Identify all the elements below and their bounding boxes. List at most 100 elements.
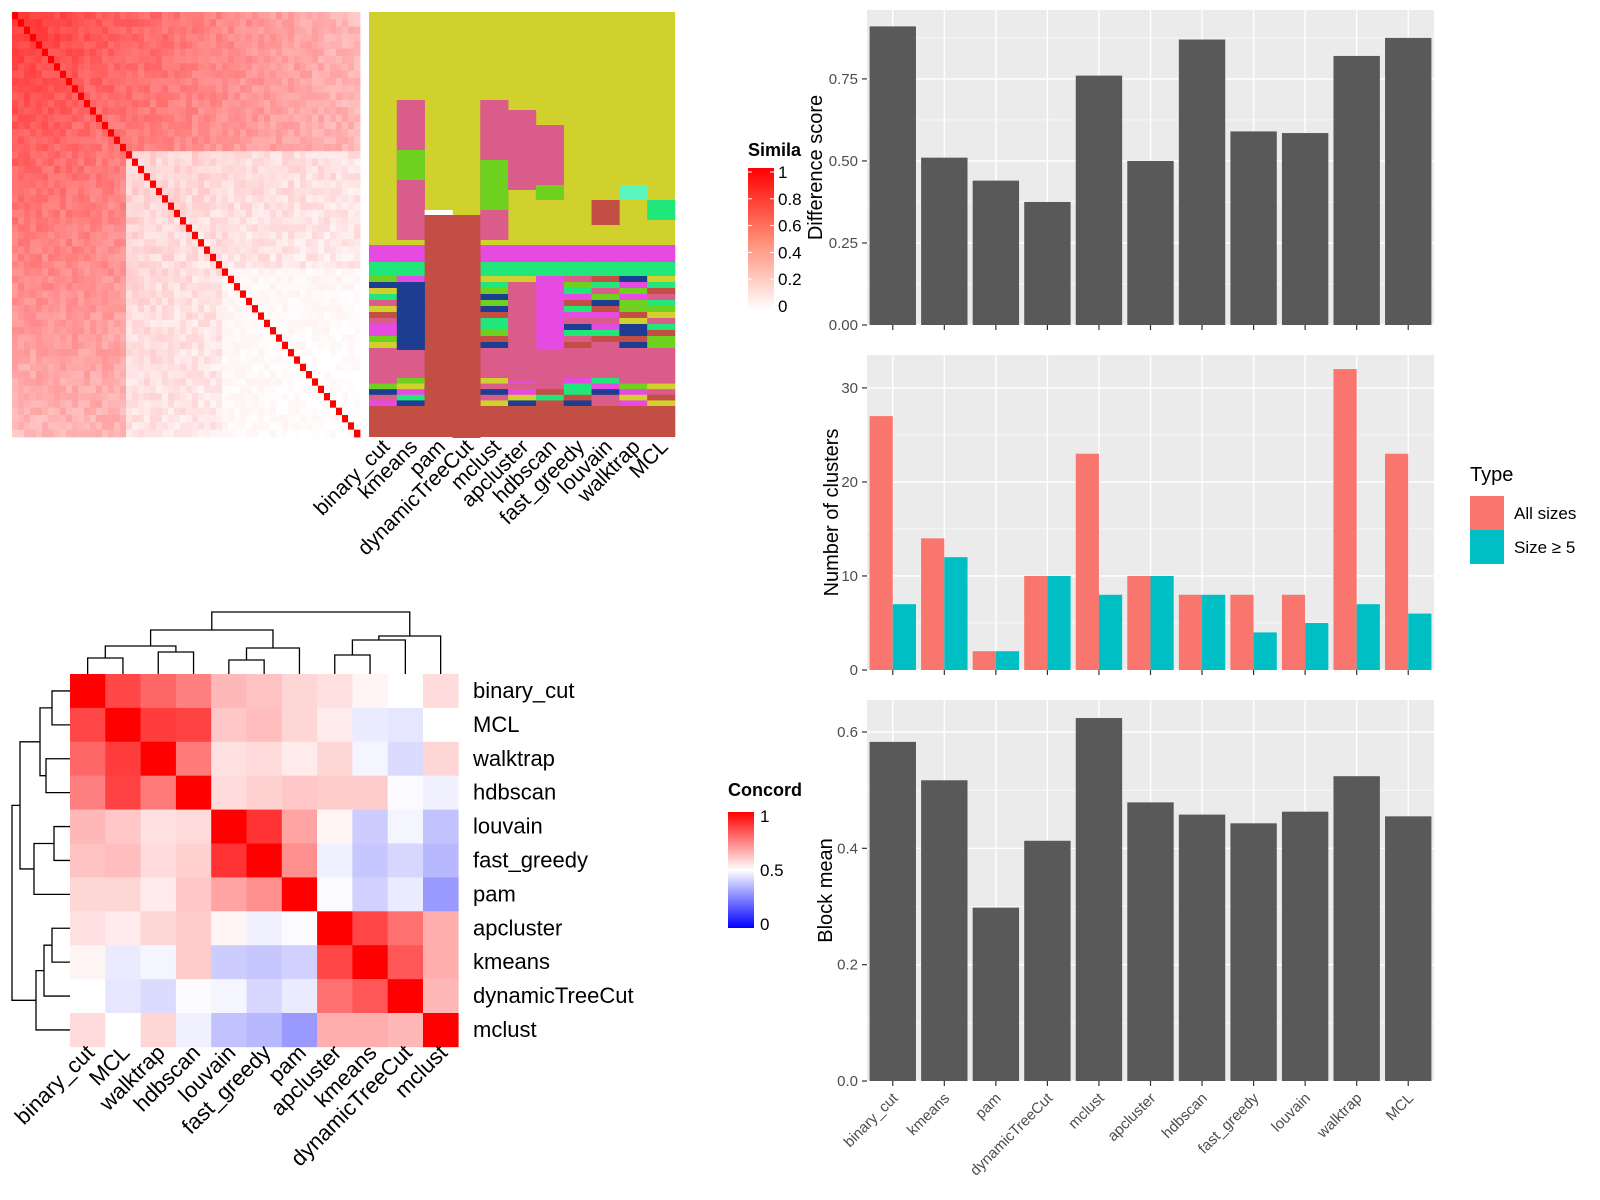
- bar-size-ge5: [1098, 594, 1123, 670]
- similarity-cell: [264, 261, 271, 269]
- similarity-cell: [162, 165, 169, 174]
- similarity-cell: [276, 85, 283, 94]
- dendrogram-branch: [149, 629, 274, 648]
- x-tick-label: apcluster: [1104, 1090, 1159, 1145]
- class-cell: [647, 348, 676, 378]
- similarity-cell: [84, 268, 91, 277]
- similarity-cell: [120, 363, 127, 372]
- class-cell: [619, 324, 648, 331]
- similarity-cell: [18, 305, 25, 313]
- similarity-cell: [78, 48, 85, 57]
- similarity-cell: [324, 55, 331, 64]
- similarity-cell: [210, 187, 217, 196]
- similarity-cell: [282, 312, 289, 321]
- similarity-cell: [54, 393, 61, 401]
- class-cell: [619, 276, 648, 283]
- class-cell: [591, 200, 620, 225]
- class-cell: [563, 276, 592, 283]
- similarity-cell: [246, 217, 253, 225]
- similarity-cell: [66, 334, 73, 343]
- similarity-cell: [48, 107, 55, 115]
- similarity-cell: [150, 224, 157, 233]
- similarity-cell: [234, 393, 241, 401]
- similarity-cell: [252, 70, 259, 79]
- similarity-cell: [42, 334, 49, 343]
- similarity-cell: [114, 209, 121, 218]
- similarity-cell: [228, 224, 235, 233]
- similarity-cell: [30, 275, 37, 284]
- similarity-cell: [216, 121, 223, 130]
- similarity-cell: [318, 99, 325, 108]
- similarity-cell: [60, 136, 67, 145]
- similarity-cell: [156, 275, 163, 284]
- similarity-cell: [222, 356, 229, 365]
- similarity-cell: [162, 275, 169, 284]
- similarity-cell: [222, 393, 229, 401]
- similarity-cell: [42, 19, 49, 28]
- similarity-cell: [312, 407, 319, 416]
- similarity-cell: [36, 415, 43, 423]
- similarity-cell: [18, 371, 25, 379]
- similarity-cell: [174, 143, 181, 152]
- similarity-cell: [96, 19, 103, 28]
- similarity-cell: [120, 129, 127, 137]
- similarity-cell: [18, 55, 25, 64]
- similarity-cell: [270, 239, 277, 247]
- similarity-cell: [60, 275, 67, 284]
- similarity-cell: [54, 378, 61, 387]
- similarity-cell: [54, 129, 61, 137]
- similarity-cell: [18, 378, 25, 387]
- similarity-cell: [84, 371, 91, 379]
- bar-size-ge5: [1047, 575, 1071, 670]
- similarity-cell: [174, 41, 181, 50]
- similarity-cell: [198, 371, 205, 379]
- similarity-cell: [270, 48, 277, 57]
- similarity-cell: [324, 209, 331, 218]
- similarity-cell: [276, 48, 283, 57]
- similarity-cell: [240, 107, 247, 115]
- concordance-cell: [70, 911, 106, 946]
- similarity-cell: [252, 114, 259, 123]
- similarity-cell: [312, 393, 319, 401]
- similarity-cell: [204, 55, 211, 64]
- similarity-cell: [324, 217, 331, 225]
- similarity-cell: [270, 268, 277, 277]
- similarity-cell: [264, 378, 271, 387]
- class-cell: [563, 378, 592, 384]
- class-cell: [480, 324, 509, 331]
- class-cell: [619, 330, 648, 337]
- similarity-cell: [60, 12, 67, 20]
- similarity-cell: [168, 173, 175, 181]
- similarity-cell: [204, 415, 211, 423]
- concordance-col-label: binary_cut: [10, 1040, 99, 1129]
- similarity-cell: [210, 349, 217, 357]
- similarity-cell: [48, 385, 55, 394]
- similarity-cell: [336, 253, 343, 262]
- class-cell: [508, 282, 537, 382]
- similarity-cell: [12, 12, 19, 20]
- similarity-cell: [300, 173, 307, 181]
- similarity-cell: [276, 268, 283, 277]
- class-cell: [563, 288, 592, 295]
- class-cell: [619, 389, 648, 396]
- similarity-cell: [156, 407, 163, 416]
- class-cell: [647, 389, 676, 396]
- similarity-cell: [78, 283, 85, 291]
- similarity-cell: [60, 290, 67, 299]
- y-axis-label: Number of clusters: [821, 429, 843, 597]
- similarity-cell: [90, 19, 97, 28]
- similarity-cell: [258, 297, 265, 306]
- similarity-cell: [288, 202, 295, 211]
- similarity-cell: [138, 209, 145, 218]
- similarity-cell: [36, 356, 43, 365]
- similarity-cell: [60, 261, 67, 269]
- similarity-cell: [30, 429, 37, 438]
- similarity-cell: [240, 268, 247, 277]
- similarity-cell: [108, 107, 115, 115]
- similarity-cell: [270, 55, 277, 64]
- similarity-cell: [216, 55, 223, 64]
- similarity-cell: [192, 246, 199, 255]
- similarity-cell: [306, 33, 313, 42]
- y-tick-label: 0: [850, 662, 858, 679]
